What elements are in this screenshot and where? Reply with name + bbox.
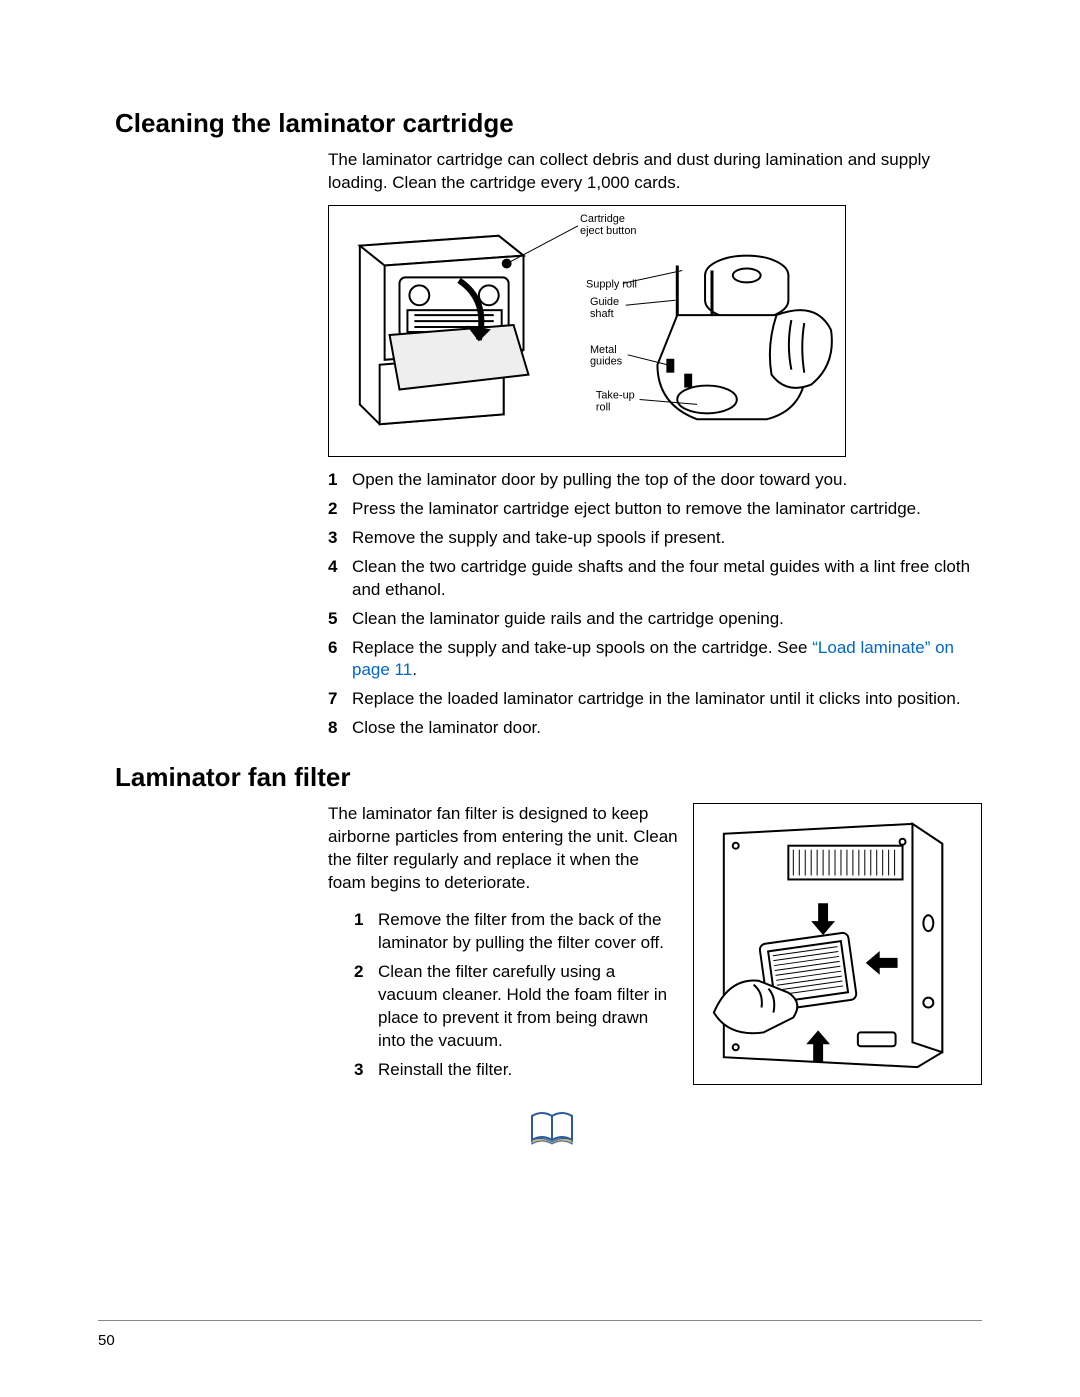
step-number: 2 (354, 961, 378, 1053)
label-eject2: eject button (580, 225, 636, 237)
step-text: Clean the two cartridge guide shafts and… (352, 556, 982, 602)
step-text: Open the laminator door by pulling the t… (352, 469, 982, 492)
step-item: 4Clean the two cartridge guide shafts an… (328, 556, 982, 602)
step-text: Press the laminator cartridge eject butt… (352, 498, 982, 521)
step-item: 2Press the laminator cartridge eject but… (328, 498, 982, 521)
step-number: 8 (328, 717, 352, 740)
step-text: Clean the laminator guide rails and the … (352, 608, 982, 631)
step6-post: . (412, 660, 417, 679)
label-metal2: guides (590, 356, 623, 368)
step-number: 6 (328, 637, 352, 683)
label-eject: Cartridge (580, 213, 625, 225)
step-text: Replace the loaded laminator cartridge i… (352, 688, 982, 711)
step-number: 1 (354, 909, 378, 955)
step-number: 5 (328, 608, 352, 631)
label-metal1: Metal (590, 344, 617, 356)
step-item: 2Clean the filter carefully using a vacu… (354, 961, 679, 1053)
step-item: 7Replace the loaded laminator cartridge … (328, 688, 982, 711)
section2-steps: 1Remove the filter from the back of the … (354, 909, 679, 1082)
step-item: 3Reinstall the filter. (354, 1059, 679, 1082)
step-text: Close the laminator door. (352, 717, 982, 740)
step-number: 4 (328, 556, 352, 602)
step-number: 1 (328, 469, 352, 492)
label-supply: Supply roll (586, 278, 637, 290)
step-text: Reinstall the filter. (378, 1059, 679, 1082)
step-text: Remove the filter from the back of the l… (378, 909, 679, 955)
section1-intro: The laminator cartridge can collect debr… (328, 149, 982, 195)
step-item: 5Clean the laminator guide rails and the… (328, 608, 982, 631)
section1-heading: Cleaning the laminator cartridge (115, 108, 982, 139)
step-item: 1Remove the filter from the back of the … (354, 909, 679, 955)
figure-fan-filter (693, 803, 982, 1085)
figure-cartridge: Cartridge eject button (328, 205, 846, 457)
step-item: 8Close the laminator door. (328, 717, 982, 740)
footer-rule (98, 1320, 982, 1321)
step-number: 7 (328, 688, 352, 711)
step-text: Clean the filter carefully using a vacuu… (378, 961, 679, 1053)
section2-intro: The laminator fan filter is designed to … (328, 803, 679, 895)
book-icon (528, 1108, 576, 1148)
section1-steps: 1Open the laminator door by pulling the … (328, 469, 982, 740)
step-number: 3 (354, 1059, 378, 1082)
label-takeup2: roll (596, 401, 611, 413)
section2-heading: Laminator fan filter (115, 762, 982, 793)
step6-pre: Replace the supply and take-up spools on… (352, 638, 812, 657)
step-text: Replace the supply and take-up spools on… (352, 637, 982, 683)
label-guide1: Guide (590, 296, 619, 308)
step-item: 3Remove the supply and take-up spools if… (328, 527, 982, 550)
step-number: 3 (328, 527, 352, 550)
step-item: 6Replace the supply and take-up spools o… (328, 637, 982, 683)
step-number: 2 (328, 498, 352, 521)
label-guide2: shaft (590, 308, 614, 320)
step-text: Remove the supply and take-up spools if … (352, 527, 982, 550)
step-item: 1Open the laminator door by pulling the … (328, 469, 982, 492)
page-number: 50 (98, 1332, 115, 1349)
label-takeup1: Take-up (596, 389, 635, 401)
